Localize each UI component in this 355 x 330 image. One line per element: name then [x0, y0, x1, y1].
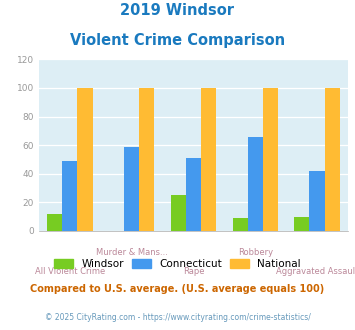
Bar	[324, 88, 340, 231]
Bar	[248, 137, 263, 231]
Bar	[186, 158, 201, 231]
Bar	[124, 147, 139, 231]
Text: Murder & Mans...: Murder & Mans...	[96, 248, 168, 257]
Bar	[139, 88, 154, 231]
Bar	[294, 217, 310, 231]
Text: © 2025 CityRating.com - https://www.cityrating.com/crime-statistics/: © 2025 CityRating.com - https://www.city…	[45, 314, 310, 322]
Bar	[62, 161, 77, 231]
Text: Aggravated Assault: Aggravated Assault	[276, 267, 355, 276]
Bar	[310, 171, 324, 231]
Bar	[171, 195, 186, 231]
Text: Compared to U.S. average. (U.S. average equals 100): Compared to U.S. average. (U.S. average …	[31, 284, 324, 294]
Bar	[77, 88, 93, 231]
Bar	[263, 88, 278, 231]
Text: Violent Crime Comparison: Violent Crime Comparison	[70, 33, 285, 48]
Bar	[47, 214, 62, 231]
Legend: Windsor, Connecticut, National: Windsor, Connecticut, National	[50, 254, 305, 273]
Bar	[233, 218, 248, 231]
Text: All Violent Crime: All Violent Crime	[35, 267, 105, 276]
Bar	[201, 88, 216, 231]
Text: Robbery: Robbery	[238, 248, 273, 257]
Text: Rape: Rape	[183, 267, 204, 276]
Text: 2019 Windsor: 2019 Windsor	[120, 3, 235, 18]
